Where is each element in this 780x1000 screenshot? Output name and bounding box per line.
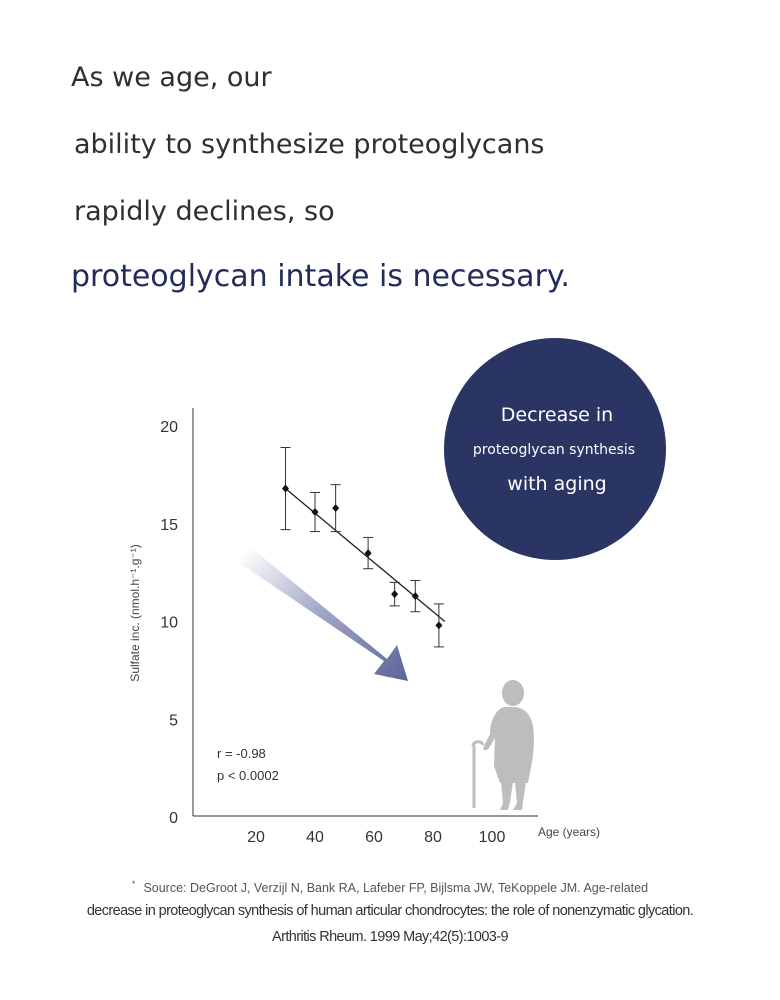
data-point: [330, 484, 341, 533]
data-point-marker: [411, 592, 419, 601]
x-tick-label: 20: [247, 829, 265, 846]
data-point-marker: [435, 621, 443, 630]
x-tick-label: 60: [365, 829, 383, 846]
y-tick-label: 10: [160, 615, 178, 632]
badge-line-3: with aging: [507, 473, 606, 495]
y-axis-label: Sulfate inc. (nmol.h⁻¹.g⁻¹): [128, 544, 142, 681]
data-point-marker: [364, 549, 372, 558]
x-tick-label: 80: [424, 829, 442, 846]
data-point-marker: [391, 590, 399, 599]
y-tick-label: 15: [160, 517, 178, 534]
annotation-r: r = -0.98: [217, 746, 266, 761]
headline-line-3: rapidly declines, so: [74, 196, 335, 227]
data-point: [410, 579, 421, 613]
badge-line-2: proteoglycan synthesis: [473, 442, 635, 458]
badge-line-1: Decrease in: [501, 404, 613, 426]
headline-line-2: ability to synthesize proteoglycans: [74, 129, 545, 160]
data-point-marker: [311, 508, 319, 517]
data-point: [363, 536, 374, 570]
x-axis-label: Age (years): [538, 825, 600, 839]
data-point: [389, 581, 400, 607]
data-point-marker: [332, 504, 340, 513]
source-note-mark: *: [131, 879, 136, 889]
downward-trend-arrow-icon: [238, 546, 408, 681]
headline-line-1: As we age, our: [71, 62, 272, 93]
source-line-3: Arthritis Rheum. 1999 May;42(5):1003-9: [272, 929, 509, 945]
y-tick-label: 0: [169, 810, 178, 827]
y-tick-label: 5: [169, 712, 178, 729]
x-tick-label: 40: [306, 829, 324, 846]
info-badge: Decrease in proteoglycan synthesis with …: [444, 338, 666, 560]
source-line-1: * Source: DeGroot J, Verzijl N, Bank RA, …: [0, 879, 780, 895]
data-point: [433, 603, 444, 648]
trend-line: [285, 488, 446, 622]
source-text-1: Source: DeGroot J, Verzijl N, Bank RA, L…: [143, 881, 649, 895]
chart: Decrease in proteoglycan synthesis with …: [128, 338, 666, 846]
elderly-woman-with-cane-icon: [471, 680, 534, 810]
source-line-2: decrease in proteoglycan synthesis of hu…: [86, 903, 694, 919]
data-point-marker: [282, 484, 289, 493]
annotation-p: p < 0.0002: [217, 768, 279, 783]
headline-line-4: proteoglycan intake is necessary.: [71, 259, 570, 294]
x-tick-label: 100: [479, 829, 506, 846]
data-point: [310, 491, 320, 533]
y-tick-label: 20: [160, 419, 178, 436]
data-point: [280, 447, 291, 531]
